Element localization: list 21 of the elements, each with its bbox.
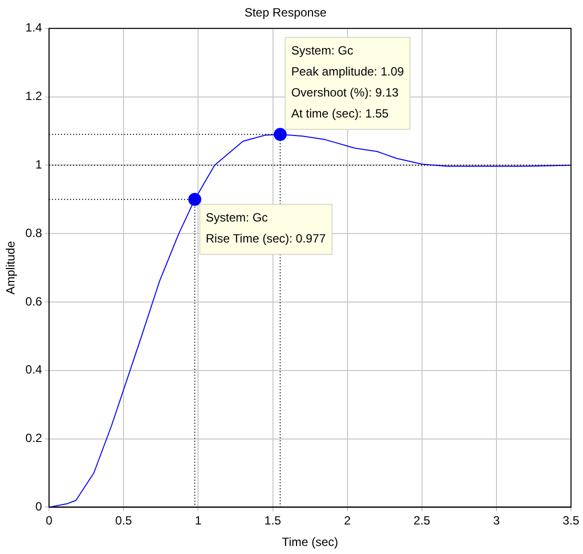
y-tick-label: 0.6 [25,294,42,308]
annotation: System: Gc Rise Time (sec): 0.977 [206,210,326,246]
x-tick-label: 1 [194,514,202,528]
annotation: System: Gc Peak amplitude: 1.09 Overshoot (%): 9.13 At time (sec): 1.55 [291,44,404,121]
y-tick-label: 1.2 [25,89,42,104]
x-tick-label: 0 [46,514,53,528]
y-tick-label: 0.8 [25,226,42,240]
y-axis-title: Amplitude [4,240,18,294]
x-tick-label: 0.5 [115,514,132,528]
y-tick-label: 0.4 [25,362,42,377]
x-tick-label: 3 [493,514,500,528]
x-tick-label: 2.5 [414,514,431,528]
y-tick-label: 1 [35,158,42,172]
x-tick-label: 3.5 [562,514,580,528]
y-tick-label: 0 [35,500,42,514]
x-tick-label: 2 [344,514,351,528]
x-axis-title: Time (sec) [282,535,338,550]
chart-title: Step Response [244,6,327,20]
y-tick-label: 1.4 [25,20,42,35]
y-tick-label: 0.2 [25,431,42,446]
x-tick-label: 1.5 [264,514,282,528]
